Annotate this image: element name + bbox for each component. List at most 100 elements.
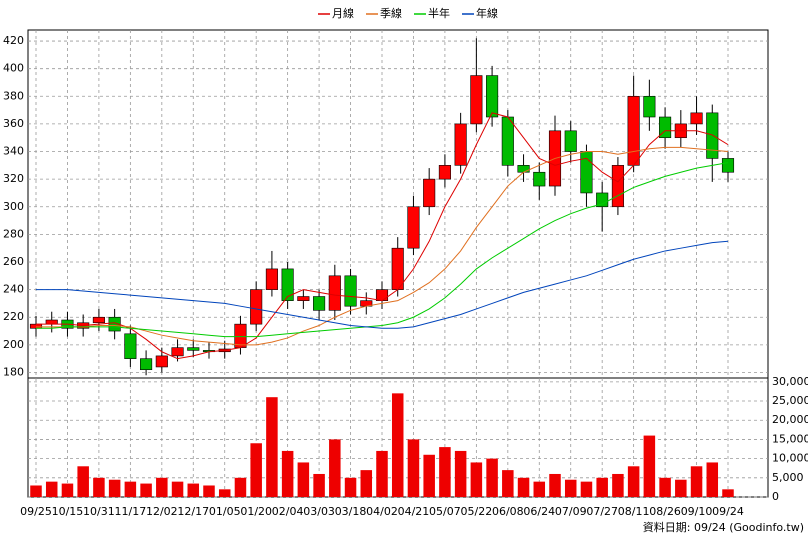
x-tick-label: 01/05 (209, 505, 241, 518)
x-tick-label: 09/10 (681, 505, 713, 518)
candle-body (533, 171, 546, 187)
ma-line (36, 240, 729, 329)
x-tick-label: 05/22 (461, 505, 493, 518)
volume-bar (234, 477, 247, 497)
candle-body (391, 247, 404, 290)
x-tick-label: 01/20 (240, 505, 272, 518)
x-tick-label: 10/31 (83, 505, 115, 518)
candle-body (643, 95, 656, 118)
y-tick-label: 200 (3, 338, 24, 351)
volume-bar (376, 450, 388, 497)
candle-body (627, 95, 640, 166)
y-tick-label: 420 (3, 34, 24, 47)
volume-bar (439, 447, 451, 497)
candle-body (45, 319, 58, 325)
candle-body (328, 275, 341, 311)
ma-line (36, 146, 729, 346)
footer: 資料日期: 09/24 (Goodinfo.tw) (643, 520, 804, 534)
volume-bar (612, 473, 624, 497)
candle-body (706, 112, 719, 159)
x-tick-label: 10/15 (52, 505, 84, 518)
candle-body (265, 268, 278, 290)
candle-body (313, 296, 326, 311)
volume-bar (454, 450, 467, 497)
candle-body (611, 165, 624, 208)
candle-body (250, 289, 263, 325)
volume-bar (187, 483, 200, 497)
y-tick-label: 280 (3, 227, 24, 240)
volume-tick-label: 0 (772, 490, 779, 503)
candle-body (92, 316, 105, 324)
volume-tick-label: 5,000 (772, 471, 804, 484)
volume-bar (627, 466, 640, 497)
volume-bar (407, 439, 420, 497)
x-tick-label: 12/17 (177, 505, 209, 518)
volume-tick-label: 25,000 (772, 394, 808, 407)
y-tick-label: 260 (3, 255, 24, 268)
volume-bar (643, 435, 656, 497)
candle-body (124, 333, 137, 359)
x-tick-label: 06/24 (523, 505, 555, 518)
x-tick-label: 07/09 (555, 505, 587, 518)
volume-bar (502, 470, 514, 497)
volume-bar (564, 479, 577, 497)
volume-tick-label: 15,000 (772, 432, 808, 445)
candle-body (344, 275, 357, 307)
volume-bar (690, 466, 703, 497)
candle-body (454, 123, 467, 166)
volume-bar (171, 481, 184, 497)
y-tick-label: 340 (3, 145, 24, 158)
legend-label: 年線 (476, 6, 498, 20)
volume-bar (30, 485, 42, 497)
x-tick-label: 03/03 (303, 505, 335, 518)
candle-body (501, 116, 514, 166)
x-tick-label: 09/25 (20, 505, 52, 518)
legend-label: 月線 (332, 6, 354, 20)
volume-bar (313, 473, 325, 497)
candle-body (407, 206, 420, 249)
ma-line (36, 112, 729, 360)
candle-body (155, 355, 168, 368)
candle-body (171, 347, 184, 357)
volume-bar (423, 454, 435, 497)
x-tick-label: 04/21 (398, 505, 430, 518)
volume-bar (596, 477, 608, 497)
volume-bar (266, 397, 278, 497)
volume-bar (77, 466, 89, 497)
candle-body (140, 358, 153, 371)
candle-body (564, 130, 577, 152)
x-tick-label: 12/02 (146, 505, 178, 518)
volume-bar (140, 483, 152, 497)
candle-body (438, 165, 451, 180)
volume-bar (391, 393, 404, 497)
ma-line (36, 162, 729, 338)
volume-bar (706, 462, 719, 497)
x-tick-label: 11/17 (115, 505, 147, 518)
y-tick-label: 240 (3, 283, 24, 296)
candle-body (690, 112, 703, 125)
volume-tick-label: 20,000 (772, 413, 808, 426)
volume-bar (124, 481, 137, 497)
volume-bar (297, 462, 310, 497)
y-tick-label: 180 (3, 365, 24, 378)
volume-bar (156, 477, 168, 497)
volume-bar (533, 481, 546, 497)
candle-body (423, 178, 436, 208)
x-tick-label: 09/24 (712, 505, 744, 518)
candle-body (517, 165, 530, 173)
x-tick-label: 07/27 (586, 505, 618, 518)
y-tick-label: 360 (3, 117, 24, 130)
volume-bar (108, 479, 121, 497)
candle-body (108, 316, 121, 332)
volume-bar (722, 489, 734, 497)
volume-bar (470, 462, 483, 497)
volume-bar (344, 477, 357, 497)
legend-label: 半年 (428, 6, 450, 20)
x-tick-label: 05/07 (429, 505, 461, 518)
x-tick-label: 03/18 (335, 505, 367, 518)
volume-bar (549, 473, 561, 497)
volume-bar (329, 439, 341, 497)
volume-bar (360, 470, 373, 497)
x-tick-label: 06/08 (492, 505, 524, 518)
